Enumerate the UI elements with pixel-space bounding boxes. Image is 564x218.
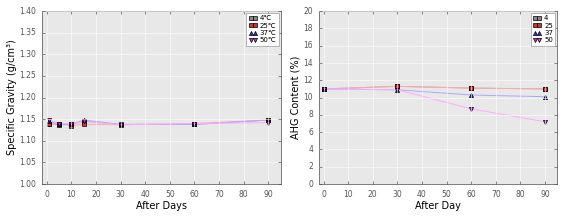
Line: 25: 25 xyxy=(321,84,547,91)
25℃ xyxy=(46,123,52,126)
Legend: 4℃, 25℃, 37℃, 50℃: 4℃, 25℃, 37℃, 50℃ xyxy=(246,13,279,46)
4 xyxy=(541,88,548,90)
37℃ xyxy=(68,123,75,126)
Line: 37: 37 xyxy=(321,87,547,99)
Line: 37℃: 37℃ xyxy=(47,118,270,126)
25℃ xyxy=(265,119,272,121)
Line: 50℃: 50℃ xyxy=(47,118,270,127)
50 xyxy=(468,107,474,110)
4℃ xyxy=(46,122,52,125)
50℃ xyxy=(68,122,75,125)
50 xyxy=(394,89,401,91)
25 xyxy=(541,88,548,90)
Line: 50: 50 xyxy=(321,87,547,124)
50℃ xyxy=(117,123,124,126)
4℃ xyxy=(56,123,63,126)
4℃ xyxy=(265,119,272,121)
50℃ xyxy=(80,120,87,123)
37℃ xyxy=(80,119,87,121)
4℃ xyxy=(80,120,87,123)
25℃ xyxy=(117,123,124,126)
Line: 4: 4 xyxy=(321,84,547,91)
Y-axis label: Specific Gravity (g/cm³): Specific Gravity (g/cm³) xyxy=(7,40,17,155)
Line: 25℃: 25℃ xyxy=(47,118,270,128)
25℃ xyxy=(191,122,198,125)
4 xyxy=(468,87,474,89)
25 xyxy=(468,87,474,89)
50℃ xyxy=(191,122,198,125)
37℃ xyxy=(117,123,124,126)
37℃ xyxy=(265,119,272,121)
25℃ xyxy=(80,123,87,126)
37 xyxy=(320,88,327,90)
4 xyxy=(320,88,327,90)
X-axis label: After Day: After Day xyxy=(415,201,461,211)
Line: 4℃: 4℃ xyxy=(47,118,270,127)
25℃ xyxy=(68,124,75,127)
4℃ xyxy=(191,123,198,126)
Legend: 4, 25, 37, 50: 4, 25, 37, 50 xyxy=(531,13,555,46)
4℃ xyxy=(68,123,75,126)
37℃ xyxy=(56,123,63,126)
4 xyxy=(394,85,401,88)
25 xyxy=(320,88,327,90)
50℃ xyxy=(56,122,63,125)
50℃ xyxy=(46,119,52,121)
50 xyxy=(320,88,327,90)
25℃ xyxy=(56,122,63,125)
37 xyxy=(468,94,474,96)
X-axis label: After Days: After Days xyxy=(136,201,187,211)
37 xyxy=(394,89,401,91)
50℃ xyxy=(265,121,272,124)
37℃ xyxy=(191,123,198,126)
4℃ xyxy=(117,123,124,126)
37℃ xyxy=(46,120,52,123)
37 xyxy=(541,95,548,98)
25 xyxy=(394,85,401,88)
Y-axis label: AHG Content (%): AHG Content (%) xyxy=(290,56,301,139)
50 xyxy=(541,121,548,123)
